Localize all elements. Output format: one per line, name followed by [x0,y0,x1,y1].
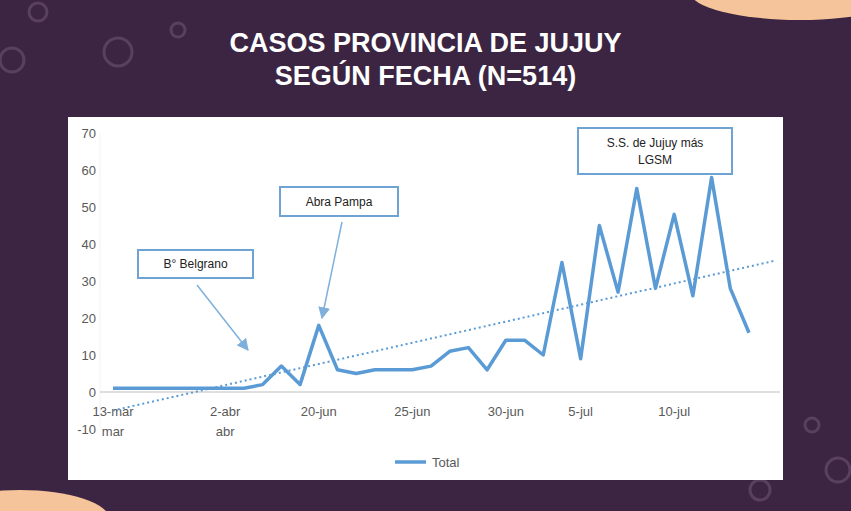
title: CASOS PROVINCIA DE JUJUYSEGÚN FECHA (N=5… [229,28,621,91]
x-tick-line: 10-jul [658,404,690,419]
annotation-text: S.S. de Jujuy más LGSM [607,136,704,167]
y-tick-label: 70 [82,126,96,141]
x-axis-line [100,392,780,393]
x-tick-label: 13-marmar [92,404,134,439]
y-axis-line [100,133,101,429]
y-tick-label: 60 [82,163,96,178]
annotation-line: Abra Pampa [306,195,373,209]
annotation-box [138,250,253,278]
decor-virus [826,458,850,482]
x-tick-line: 20-jun [301,404,337,419]
plot-marks [113,177,775,410]
y-tick-label: 30 [82,274,96,289]
annotation-arrow [197,285,248,350]
x-tick-line: mar [102,424,125,439]
legend-swatch [395,460,426,464]
title-line: CASOS PROVINCIA DE JUJUY [229,28,621,58]
chart-panel [68,117,783,480]
x-tick-label: 10-jul [658,404,690,419]
page: CASOS PROVINCIA DE JUJUYSEGÚN FECHA (N=5… [0,0,851,511]
y-tick-label: 20 [82,311,96,326]
y-tick-label: 0 [89,385,96,400]
annotation-box [578,128,732,174]
x-tick-line: 30-jun [488,404,524,419]
x-tick-label: 25-jun [394,404,430,419]
title-line: SEGÚN FECHA (N=514) [275,60,576,91]
y-tick-label: 10 [82,348,96,363]
x-tick-label: 5-jul [568,404,593,419]
decor-virus [29,3,47,21]
annotation-line: B° Belgrano [163,257,227,271]
decor-virus [104,38,132,66]
background [0,0,851,511]
y-tick-label: 40 [82,237,96,252]
annotation-box [280,187,398,216]
decor-blob [690,0,851,20]
y-tick-label: 50 [82,200,96,215]
decor-blob [0,490,110,511]
decor-virus [171,23,185,37]
annotation-text: B° Belgrano [163,257,227,271]
annotation-line: S.S. de Jujuy más [607,136,704,150]
decor-virus [805,418,819,432]
annotation-line: LGSM [638,153,672,167]
x-tick-line: 2-abr [210,404,241,419]
x-tick-label: 30-jun [488,404,524,419]
decor-virus [750,480,770,500]
decor-virus [0,48,24,72]
annotation-text: Abra Pampa [306,195,373,209]
x-tick-line: 25-jun [394,404,430,419]
x-tick-line: 5-jul [568,404,593,419]
series-line [113,177,749,388]
x-tick-label: 2-abr abr [210,404,241,439]
x-tick-label: 20-jun [301,404,337,419]
legend-label: Total [432,455,460,470]
annotation-arrow [322,222,342,318]
y-tick-label: -10 [77,422,96,437]
x-tick-line: abr [216,424,235,439]
